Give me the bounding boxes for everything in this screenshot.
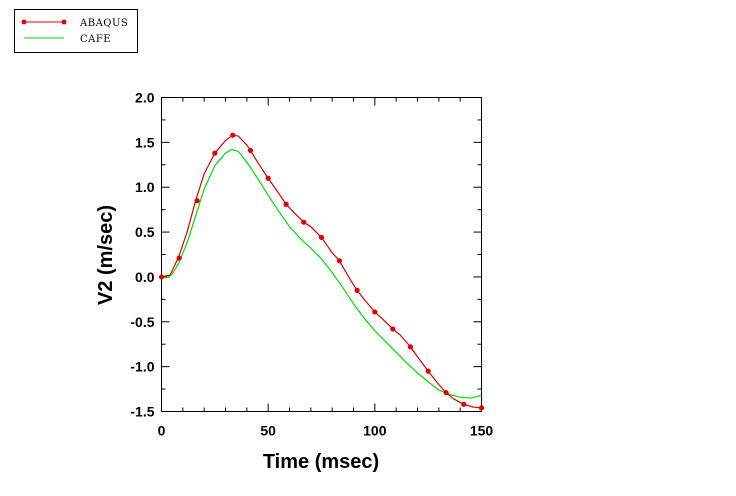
legend-entry-abaqus: ABAQUS: [21, 18, 128, 29]
data-point-abaqus: [265, 175, 271, 181]
series-layer: [158, 132, 485, 411]
data-point-abaqus: [301, 219, 307, 225]
legend-label-cafe: CAFE: [80, 34, 111, 45]
x-axis-title: Time (msec): [263, 451, 379, 473]
y-tick-label: -1.5: [130, 404, 154, 420]
data-point-abaqus: [478, 405, 485, 411]
data-point-abaqus: [443, 390, 449, 396]
legend-label-abaqus: ABAQUS: [79, 18, 128, 29]
y-tick-label: 1.5: [135, 134, 155, 150]
data-point-abaqus: [230, 132, 236, 138]
series-line-abaqus: [161, 134, 482, 409]
x-tick-label: 50: [260, 423, 276, 439]
y-tick-label: 2.0: [135, 90, 155, 106]
data-point-abaqus: [283, 201, 289, 207]
data-point-abaqus: [176, 255, 182, 261]
data-point-abaqus: [354, 287, 360, 293]
x-tick-label: 0: [158, 423, 166, 439]
y-axis-title: V2 (m/sec): [95, 205, 117, 305]
y-tick-label: -1.0: [130, 359, 154, 375]
legend: ABAQUS CAFE: [14, 9, 138, 53]
data-point-abaqus: [336, 258, 343, 264]
data-point-abaqus: [158, 274, 165, 280]
series-line-cafe: [161, 148, 482, 399]
y-tick-label: -0.5: [130, 314, 154, 330]
legend-entry-cafe: CAFE: [24, 34, 111, 45]
data-point-abaqus: [425, 368, 431, 374]
data-point-abaqus: [318, 234, 325, 241]
data-point-abaqus: [194, 198, 200, 204]
data-point-abaqus: [247, 147, 254, 154]
y-tick-label: 1.0: [135, 179, 155, 195]
y-tick-label: 0.0: [135, 269, 155, 285]
data-point-abaqus: [461, 401, 467, 407]
axis-ticks: [161, 97, 482, 412]
data-point-abaqus: [407, 344, 414, 350]
data-point-abaqus: [372, 309, 378, 315]
x-tick-label: 150: [470, 423, 494, 439]
data-point-abaqus: [390, 326, 396, 332]
tick-labels: -1.5 -1.0 -0.5 0.0 0.5 1.0 1.5 2.0 0 50 100 150: [130, 90, 493, 439]
plot-frame: [161, 97, 482, 412]
x-tick-label: 100: [363, 423, 387, 439]
legend-box: [14, 9, 138, 53]
legend-marker-abaqus-end: [61, 19, 67, 25]
y-tick-label: 0.5: [135, 224, 155, 240]
legend-marker-abaqus-start: [21, 19, 27, 25]
data-point-abaqus: [212, 150, 218, 156]
